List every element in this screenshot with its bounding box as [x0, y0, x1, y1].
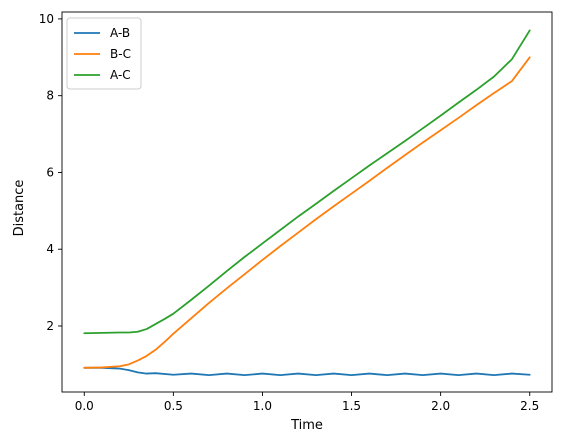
legend-label-a-c: A-C: [110, 68, 131, 82]
legend-label-a-b: A-B: [110, 26, 130, 40]
y-tick-label: 2: [46, 319, 54, 333]
legend: A-B B-C A-C: [66, 17, 142, 90]
x-tick-label: 2.5: [520, 399, 539, 413]
y-tick-label: 10: [39, 12, 54, 26]
y-axis-label: Distance: [12, 180, 27, 237]
x-tick-label: 2.0: [431, 399, 450, 413]
x-tick-label: 0.5: [164, 399, 183, 413]
x-tick-label: 0.0: [75, 399, 94, 413]
axes: 0.0 0.5 1.0 1.5 2.0 2.5 2 4 6 8 10: [39, 11, 553, 413]
series-line-a-c: [83, 29, 531, 335]
y-tick-label: 8: [46, 89, 54, 103]
y-tick-label: 4: [46, 242, 54, 256]
x-tick-label: 1.5: [342, 399, 361, 413]
x-axis-label: Time: [290, 418, 323, 433]
plot-area: [83, 29, 531, 377]
y-tick-label: 6: [46, 165, 54, 179]
series-line-b-c: [83, 56, 531, 369]
legend-box: [66, 17, 142, 90]
series-line-a-b: [83, 366, 531, 377]
axes-frame: [61, 11, 553, 393]
legend-label-b-c: B-C: [110, 47, 131, 61]
x-tick-label: 1.0: [253, 399, 272, 413]
